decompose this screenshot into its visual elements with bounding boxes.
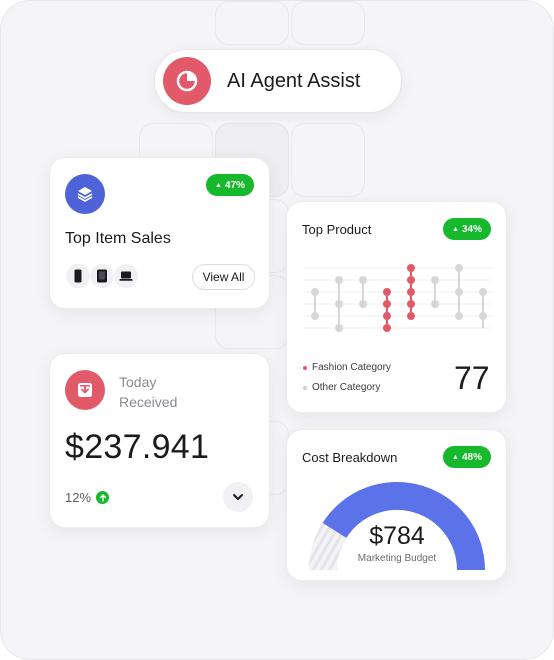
- cost-breakdown-card: Cost Breakdown ▲ 48% $784 Marketing Budg…: [286, 429, 507, 581]
- assistant-header[interactable]: AI Agent Assist: [154, 49, 402, 113]
- product-icons: [66, 264, 138, 288]
- chart-point: [431, 276, 439, 284]
- up-triangle-icon: ▲: [452, 225, 459, 233]
- tablet-icon[interactable]: [90, 264, 114, 288]
- product-value: 77: [454, 360, 490, 396]
- budget-gauge: [309, 482, 485, 571]
- chart-point: [407, 288, 415, 296]
- badge-value: 47%: [224, 179, 245, 191]
- card-title: Cost Breakdown: [302, 450, 398, 465]
- chart-point: [455, 264, 463, 272]
- chart-point: [479, 312, 487, 320]
- view-all-button[interactable]: View All: [192, 264, 255, 290]
- expand-button[interactable]: [223, 482, 253, 512]
- received-card: Today Received $237.941 12%: [49, 353, 270, 528]
- chart-point: [407, 264, 415, 272]
- chart-point: [335, 300, 343, 308]
- badge-value: 48%: [461, 451, 482, 463]
- bg-tile: [291, 123, 365, 197]
- chart-point: [407, 312, 415, 320]
- legend-fashion: Fashion Category: [303, 362, 391, 373]
- chart-point: [335, 276, 343, 284]
- bg-tile: [215, 1, 289, 45]
- chart-point: [479, 288, 487, 296]
- legend-dot: [303, 365, 307, 370]
- chart-point: [455, 288, 463, 296]
- legend-label: Fashion Category: [312, 362, 391, 373]
- up-triangle-icon: ▲: [452, 453, 459, 461]
- product-growth-badge: ▲ 34%: [443, 218, 491, 240]
- received-amount: $237.941: [65, 428, 210, 466]
- arrow-up-icon: [96, 491, 110, 504]
- top-item-sales-card: ▲ 47% Top Item Sales View All: [49, 157, 270, 309]
- bg-tile: [291, 1, 365, 45]
- chart-point: [359, 276, 367, 284]
- cost-label: Marketing Budget: [357, 553, 437, 564]
- chart-point: [431, 300, 439, 308]
- cost-growth-badge: ▲ 48%: [443, 446, 491, 468]
- chart-point: [383, 300, 391, 308]
- chart-point: [311, 288, 319, 296]
- badge-value: 34%: [461, 223, 482, 235]
- legend-other: Other Category: [303, 382, 380, 393]
- gauge-fill: [322, 482, 485, 571]
- cost-amount: $784: [369, 522, 425, 550]
- laptop-icon[interactable]: [114, 264, 138, 288]
- inbox-download-icon: [65, 370, 105, 410]
- chart-point: [407, 300, 415, 308]
- growth-value: 12%: [65, 490, 92, 505]
- chart-point: [455, 312, 463, 320]
- received-label: Today Received: [119, 374, 178, 410]
- pie-chart-icon: [163, 57, 211, 105]
- chart-point: [311, 312, 319, 320]
- chart-point: [383, 312, 391, 320]
- card-title: Top Product: [302, 222, 372, 237]
- legend-label: Other Category: [312, 382, 381, 393]
- sales-growth-badge: ▲ 47%: [206, 174, 254, 196]
- chart-point: [359, 300, 367, 308]
- top-product-chart: [303, 264, 492, 332]
- card-title: Top Item Sales: [65, 230, 171, 247]
- layers-icon: [65, 174, 105, 214]
- assistant-title: AI Agent Assist: [227, 69, 361, 92]
- chart-point: [335, 324, 343, 332]
- up-triangle-icon: ▲: [215, 181, 222, 189]
- chevron-down-icon: [233, 494, 243, 500]
- legend-dot: [303, 385, 307, 390]
- chart-point: [383, 288, 391, 296]
- phone-icon[interactable]: [66, 264, 90, 288]
- chart-point: [383, 324, 391, 332]
- chart-point: [407, 276, 415, 284]
- received-growth: 12%: [65, 490, 110, 505]
- top-product-card: Top Product ▲ 34% Fashion Category Other…: [286, 201, 507, 413]
